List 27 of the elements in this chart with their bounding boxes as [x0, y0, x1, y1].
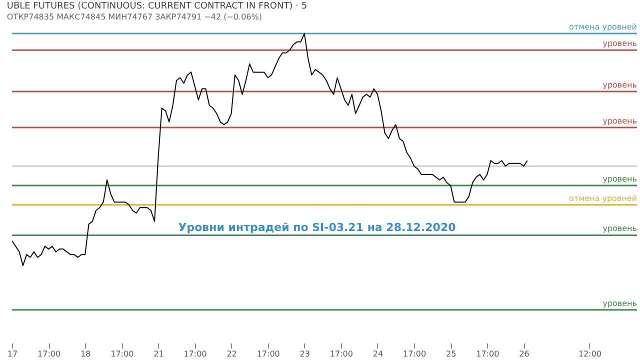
x-tick-label: 21	[154, 350, 164, 358]
x-tick-label: 17:00	[38, 350, 61, 358]
ref-line-label: отмена уровней	[569, 22, 637, 32]
x-tick-label: 17:00	[110, 350, 134, 358]
chart-subtitle: ОТКР74835 МАКС74845 МИН74767 ЗАКР74791 −42 (−0.06%)	[6, 12, 262, 22]
x-tick-label: 25	[446, 350, 456, 358]
x-tick-label: 12:00	[578, 350, 602, 358]
x-tick-label: 17:00	[403, 350, 426, 358]
x-tick-label: 17:00	[256, 350, 280, 358]
ref-line-label: отмена уровней	[569, 194, 637, 203]
x-tick-label: 23	[300, 350, 310, 358]
x-tick-label: 24	[372, 350, 384, 358]
chart-title: UBLE FUTURES (CONTINUOUS: CURRENT CONTRACT IN FRONT) · 5	[6, 2, 308, 12]
ref-line-label: уровень	[602, 298, 638, 308]
annotation: Уровни интрадей по SI-03.21 на 28.12.2020	[178, 221, 456, 234]
ref-line-label: уровень	[602, 80, 638, 90]
x-tick-label: 17:00	[184, 350, 207, 358]
x-tick-label: 18	[80, 350, 91, 358]
x-tick-label: 17:00	[476, 350, 500, 358]
x-tick-label: 17	[7, 350, 18, 358]
ref-line-label: уровень	[602, 224, 638, 234]
x-tick-label: 22	[226, 350, 237, 358]
ref-line-label: уровень	[602, 39, 638, 48]
x-tick-label: 17:00	[330, 350, 353, 358]
ref-line-label: уровень	[602, 116, 638, 126]
ref-line-label: уровень	[602, 174, 638, 184]
x-tick-label: 26	[519, 350, 530, 358]
